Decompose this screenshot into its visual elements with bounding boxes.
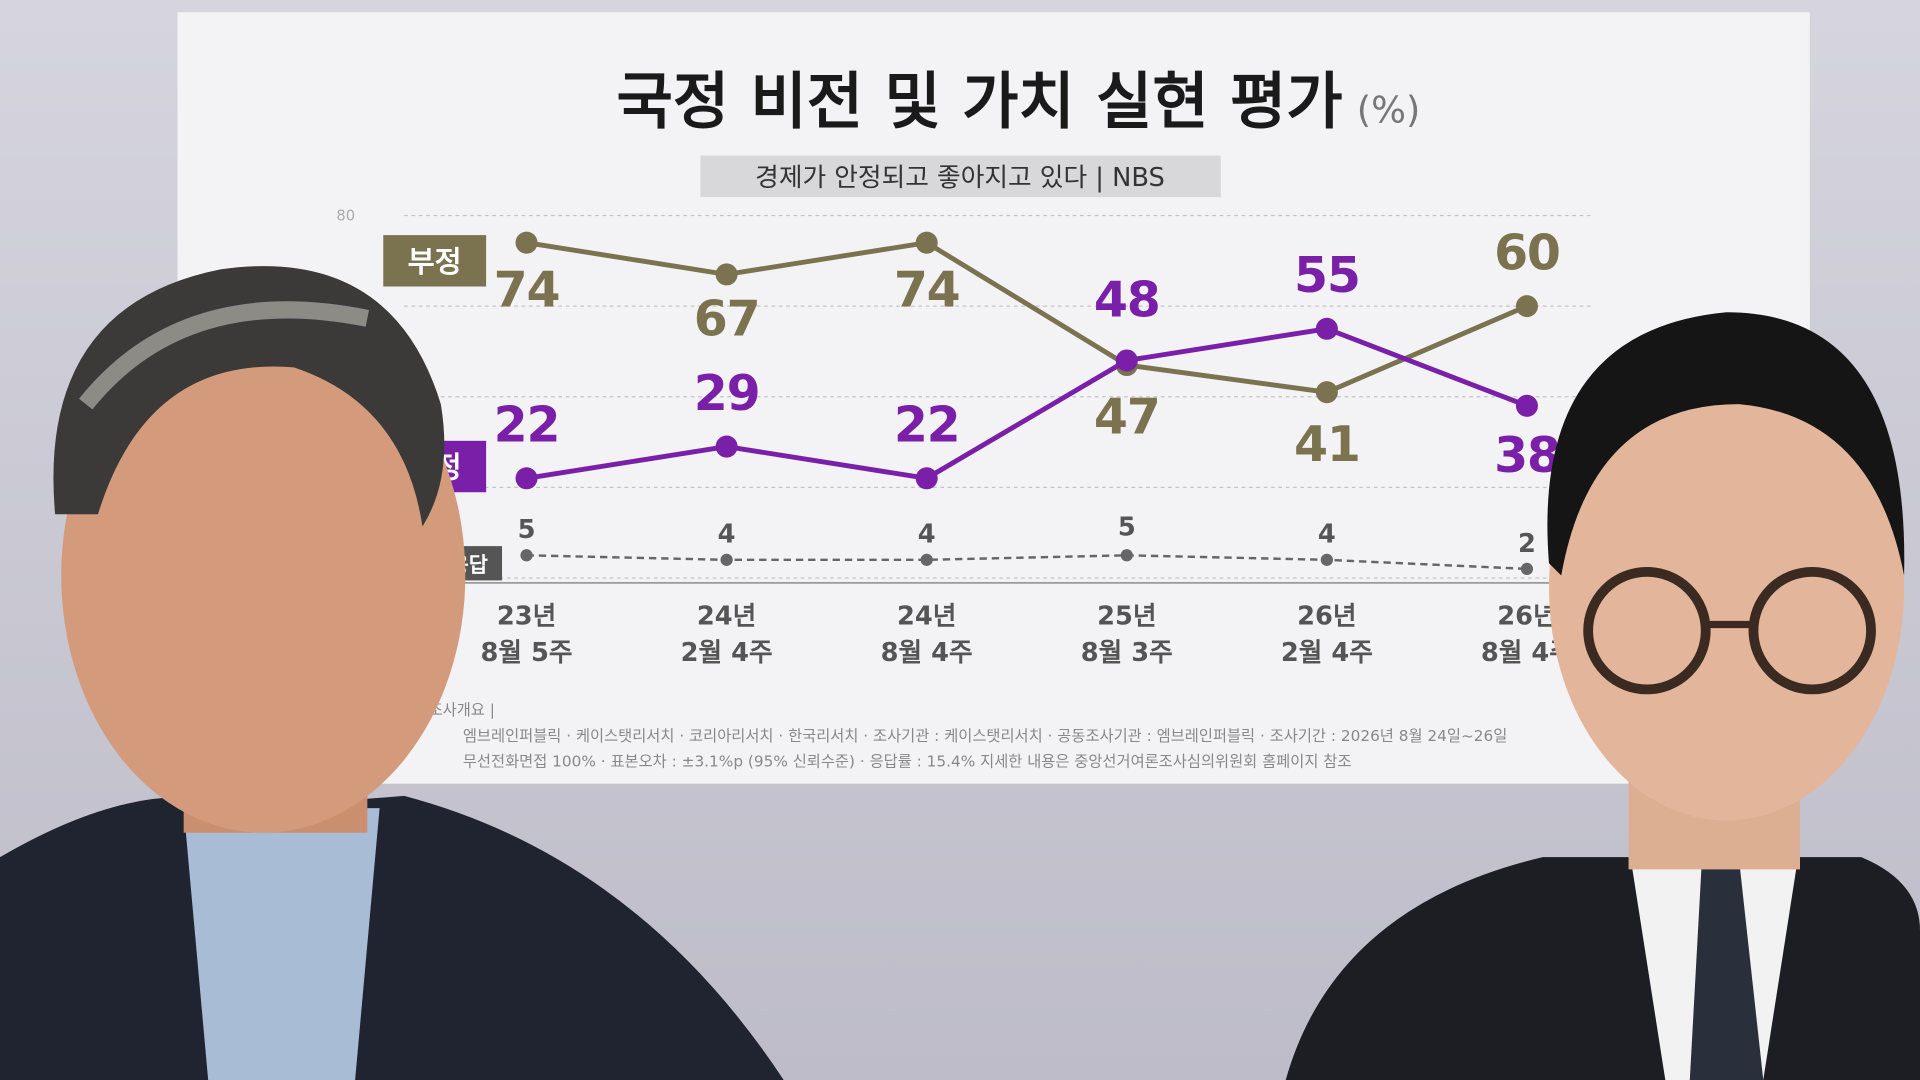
x-tick-label: 24년 8월 4주 <box>881 601 973 668</box>
series-line <box>526 554 1527 571</box>
point <box>915 467 938 490</box>
data-label: 74 <box>894 261 960 318</box>
legend-label: 부정 <box>408 245 462 279</box>
data-label: 5 <box>518 515 536 545</box>
x-tick-label-line: 25년 <box>1097 601 1156 631</box>
data-label: 41 <box>1294 416 1360 473</box>
person-left <box>0 266 784 1080</box>
x-tick-label-line: 8월 4주 <box>881 638 973 668</box>
point <box>515 231 538 254</box>
y-tick-label: 80 <box>336 207 355 224</box>
x-tick-label: 23년 8월 5주 <box>481 601 573 668</box>
subtitle: 경제가 안정되고 좋아지고 있다 | NBS <box>755 163 1165 193</box>
x-tick-label-line: 2월 4주 <box>681 638 773 668</box>
unit: (%) <box>1357 88 1421 131</box>
data-label: 22 <box>894 397 960 454</box>
data-label: 29 <box>694 365 760 422</box>
data-label: 4 <box>1318 520 1336 550</box>
data-label: 4 <box>918 520 936 550</box>
subtitle-box <box>700 155 1221 198</box>
data-label: 22 <box>494 397 560 454</box>
point <box>1315 317 1338 340</box>
x-tick-label: 26년 2월 4주 <box>1281 601 1373 668</box>
series-line <box>526 326 1528 481</box>
footnote: 엠브레인퍼블릭 · 케이스탯리서치 · 코리아리서치 · 한국리서치 · 조사기… <box>463 727 1507 745</box>
series-line <box>526 240 1528 395</box>
point <box>1520 562 1534 576</box>
legend-box <box>383 235 487 287</box>
data-label: 67 <box>694 291 760 348</box>
data-label: 74 <box>494 261 560 318</box>
data-label: 5 <box>1118 513 1136 543</box>
x-tick-label-line: 24년 <box>897 601 956 631</box>
point <box>715 263 738 286</box>
chart-title: 국정 비전 및 가치 실현 평가 <box>617 66 1343 137</box>
point <box>520 549 533 562</box>
x-tick-label-line: 23년 <box>497 601 556 631</box>
point <box>1515 295 1538 318</box>
data-label: 4 <box>718 520 736 550</box>
x-tick-label-line: 8월 5주 <box>481 638 573 668</box>
data-label: 47 <box>1094 389 1160 446</box>
data-label: 2 <box>1518 529 1536 559</box>
point <box>1120 549 1133 562</box>
point <box>915 231 938 254</box>
point <box>1315 381 1338 404</box>
x-tick-label: 24년 2월 4주 <box>681 601 773 668</box>
x-tick-label-line: 2월 4주 <box>1281 638 1373 668</box>
data-label: 38 <box>1494 427 1560 484</box>
person-right <box>1285 312 1920 1080</box>
point <box>1320 553 1333 566</box>
x-tick-label: 25년 8월 3주 <box>1081 601 1173 668</box>
point <box>920 553 933 566</box>
point <box>515 467 538 490</box>
point <box>720 553 733 566</box>
x-tick-label-line: 24년 <box>697 601 756 631</box>
notes: 조사개요 | 엠브레인퍼블릭 · 케이스탯리서치 · 코리아리서치 · 한국리서치… <box>429 701 1508 770</box>
footnote: 무선전화면접 100% · 표본오차 : ±3.1%p (95% 신뢰수준) ·… <box>463 753 1352 771</box>
point <box>715 435 738 458</box>
footnote: 조사개요 | <box>429 701 495 719</box>
point <box>1115 349 1138 372</box>
x-tick-label-line: 26년 <box>1497 601 1556 631</box>
data-label: 48 <box>1094 271 1160 328</box>
data-label: 60 <box>1494 224 1560 281</box>
x-tick-label-line: 8월 3주 <box>1081 638 1173 668</box>
data-label: 55 <box>1294 247 1360 304</box>
point <box>1515 394 1538 417</box>
x-tick-label-line: 26년 <box>1297 601 1356 631</box>
